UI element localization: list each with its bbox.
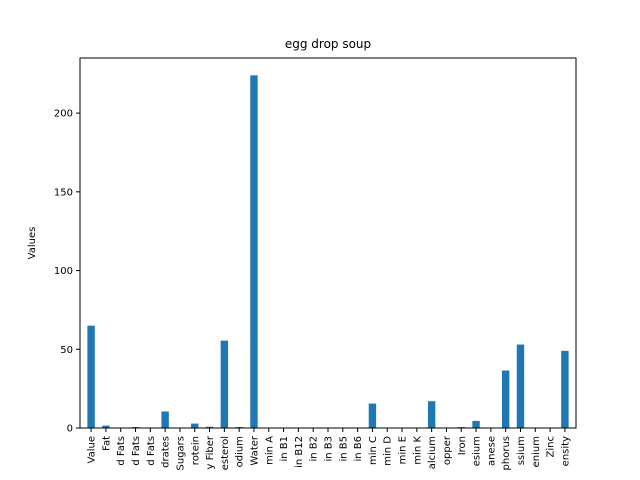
x-tick-label: anese: [486, 436, 497, 466]
y-ticks-group: 0 50 100 150 200: [54, 109, 80, 435]
x-tick-label: Fat: [101, 436, 112, 451]
x-tick-label: alcium: [427, 436, 438, 469]
x-tick-label: Zinc: [546, 436, 557, 457]
bar-29: [516, 344, 525, 428]
bar-7: [191, 423, 199, 428]
bar-32: [561, 350, 569, 428]
x-tick-label: d Fats: [116, 436, 127, 466]
x-tick-label: min E: [398, 436, 409, 464]
bar-0: [87, 325, 95, 428]
bar-9: [220, 340, 229, 428]
x-tick-label: Sugars: [175, 436, 186, 470]
x-tick-label: min K: [412, 436, 423, 465]
x-tick-label: min D: [383, 436, 394, 466]
y-tick-label: 0: [67, 424, 73, 435]
bar-5: [161, 411, 169, 428]
x-tick-label: in B1: [279, 436, 290, 462]
x-tick-label: in B2: [309, 436, 320, 462]
x-tick-label: ssium: [516, 436, 527, 465]
bar-19: [368, 403, 377, 428]
x-tick-label: odium: [235, 436, 246, 467]
x-tick-label: esium: [472, 436, 483, 466]
x-tick-label: min A: [264, 436, 275, 465]
bar-1: [102, 425, 110, 428]
x-tick-label: rotein: [190, 436, 201, 465]
x-tick-label: phorus: [501, 436, 512, 470]
y-tick-label: 100: [54, 266, 73, 277]
y-tick-label: 200: [54, 109, 73, 120]
x-tick-label: Iron: [457, 436, 468, 455]
x-tick-label: in B3: [324, 436, 335, 462]
x-tick-label: in B5: [338, 436, 349, 462]
bar-23: [427, 401, 436, 428]
x-tick-label: min C: [368, 436, 379, 465]
x-tick-label: drates: [161, 436, 172, 468]
bar-28: [501, 370, 510, 428]
x-tick-label: Water: [249, 435, 260, 465]
x-tick-label: in B6: [353, 436, 364, 462]
bar-8: [205, 426, 214, 428]
x-tick-label: Value: [87, 436, 98, 463]
chart-title: egg drop soup: [285, 37, 371, 51]
x-tick-label: d Fats: [146, 436, 157, 466]
x-ticks-group: Value Fat d Fats d Fats d Fats drates Sugars ro…: [87, 428, 571, 470]
y-tick-label: 150: [54, 187, 73, 198]
x-tick-label: opper: [442, 435, 453, 465]
x-tick-label: ensity: [560, 436, 571, 466]
x-tick-label: in B12: [294, 436, 305, 468]
x-tick-label: esterol: [220, 436, 231, 470]
y-tick-label: 50: [60, 345, 73, 356]
y-axis-label: Values: [27, 227, 38, 260]
x-tick-label: y Fiber: [205, 435, 216, 469]
x-tick-label: enium: [531, 436, 542, 467]
x-tick-label: d Fats: [131, 436, 142, 466]
bar-26: [472, 420, 480, 428]
plot-frame: [79, 57, 577, 429]
bar-11: [250, 75, 258, 428]
